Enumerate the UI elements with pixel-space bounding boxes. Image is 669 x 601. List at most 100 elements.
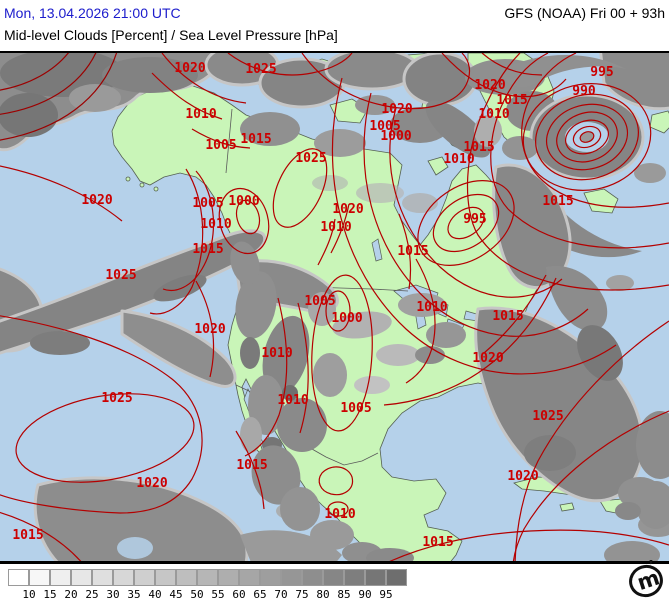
isobar-label: 1015 — [12, 528, 43, 543]
isobar-label: 995 — [590, 65, 613, 80]
site-logo: m ’ — [626, 560, 666, 600]
legend-value-label: 75 — [295, 588, 309, 601]
legend-value-label: 85 — [337, 588, 351, 601]
isobar-label: 1025 — [532, 409, 563, 424]
legend-cell: 35 — [113, 569, 141, 601]
legend-cell: 75 — [281, 569, 309, 601]
legend-cell: 60 — [218, 569, 246, 601]
legend-cell: 25 — [71, 569, 99, 601]
isobar-label: 1025 — [101, 391, 132, 406]
legend-value-label: 50 — [190, 588, 204, 601]
legend-cell: 20 — [50, 569, 78, 601]
isobar-label: 1000 — [228, 194, 259, 209]
legend-color-box — [323, 569, 344, 586]
legend-color-box — [386, 569, 407, 586]
legend-cell: 85 — [323, 569, 351, 601]
isobar-label: 1015 — [192, 242, 223, 257]
header: Mon, 13.04.2026 21:00 UTC GFS (NOAA) Fri… — [0, 0, 669, 51]
legend-color-box — [197, 569, 218, 586]
legend-cell: 15 — [29, 569, 57, 601]
isobar-label: 1020 — [194, 322, 225, 337]
isobar-label: 1025 — [245, 62, 276, 77]
isobar-label: 995 — [463, 212, 486, 227]
legend-color-box — [239, 569, 260, 586]
isobar-label: 1000 — [331, 311, 362, 326]
legend-value-label: 15 — [43, 588, 57, 601]
isobar-label: 1015 — [496, 93, 527, 108]
isobar-label: 1015 — [236, 458, 267, 473]
legend-cell: 40 — [134, 569, 162, 601]
isobar-label: 1015 — [542, 194, 573, 209]
legend-value-label: 95 — [379, 588, 393, 601]
isobar-label: 1005 — [304, 294, 335, 309]
isobar-label: 1020 — [472, 351, 503, 366]
isobar-label: 1015 — [397, 244, 428, 259]
isobar-label: 1020 — [136, 476, 167, 491]
isobar-label: 1000 — [380, 129, 411, 144]
legend-color-box — [281, 569, 302, 586]
isobar-label: 1020 — [81, 193, 112, 208]
legend-value-label: 90 — [358, 588, 372, 601]
legend-color-box — [92, 569, 113, 586]
cloud-cover-legend: 10 15 20 25 30 35 40 45 50 55 60 65 70 75 80 85 90 95 — [8, 569, 407, 601]
legend-cell: 10 — [8, 569, 36, 601]
legend-value-label: 30 — [106, 588, 120, 601]
legend-color-box — [8, 569, 29, 586]
weather-map: 1020 1025 1010 1005 1015 1025 1020 1005 1000 1010… — [0, 51, 669, 564]
legend-color-box — [218, 569, 239, 586]
svg-text:’: ’ — [647, 560, 659, 575]
isobar-label: 1005 — [340, 401, 371, 416]
legend-color-box — [71, 569, 92, 586]
legend-value-label: 45 — [169, 588, 183, 601]
legend-color-box — [155, 569, 176, 586]
legend-cell: 55 — [197, 569, 225, 601]
legend-value-label: 60 — [232, 588, 246, 601]
isobar-label: 1015 — [240, 132, 271, 147]
isobar-label: 990 — [572, 84, 596, 99]
legend-color-box — [365, 569, 386, 586]
legend-cell: 45 — [155, 569, 183, 601]
isobar-label: 1025 — [105, 268, 136, 283]
legend-value-label: 35 — [127, 588, 141, 601]
valid-datetime: Mon, 13.04.2026 21:00 UTC — [4, 5, 181, 21]
legend-color-box — [29, 569, 50, 586]
legend-value-label: 10 — [22, 588, 36, 601]
isobar-label: 1020 — [381, 102, 412, 117]
isobar-label: 1010 — [324, 507, 355, 522]
isobar-label: 1010 — [443, 152, 474, 167]
isobar-label: 1010 — [277, 393, 308, 408]
isobar-label: 1010 — [185, 107, 216, 122]
isobar-label: 1005 — [369, 119, 400, 134]
legend-value-label: 20 — [64, 588, 78, 601]
isobar-label: 1010 — [261, 346, 292, 361]
model-run-label: GFS (NOAA) Fri 00 + 93h — [504, 5, 665, 21]
legend-cell: 95 — [365, 569, 393, 601]
legend-cell — [386, 569, 407, 586]
isobar-label: 1020 — [507, 469, 538, 484]
logo-mark-icon: m ’ — [629, 560, 663, 598]
isobar-label: 1015 — [422, 535, 453, 550]
isobar-label: 1020 — [474, 78, 505, 93]
legend-color-box — [344, 569, 365, 586]
legend-value-label: 70 — [274, 588, 288, 601]
legend-cell: 30 — [92, 569, 120, 601]
isobar-label: 1025 — [295, 151, 326, 166]
legend-value-label: 55 — [211, 588, 225, 601]
legend-cell: 65 — [239, 569, 267, 601]
isobar-label: 1015 — [463, 140, 494, 155]
legend-cell: 50 — [176, 569, 204, 601]
isobar-label: 1020 — [332, 202, 363, 217]
legend-value-label: 80 — [316, 588, 330, 601]
legend-cell: 90 — [344, 569, 372, 601]
legend-value-label: 40 — [148, 588, 162, 601]
isobar-label: 1020 — [174, 61, 205, 76]
page-title: Mid-level Clouds [Percent] / Sea Level P… — [4, 27, 338, 43]
isobar-label: 1005 — [192, 196, 223, 211]
legend-value-label: 65 — [253, 588, 267, 601]
isobar-label: 1005 — [205, 138, 236, 153]
isobar-label: 1015 — [492, 309, 523, 324]
legend-cell: 80 — [302, 569, 330, 601]
isobar-layer — [0, 53, 669, 561]
